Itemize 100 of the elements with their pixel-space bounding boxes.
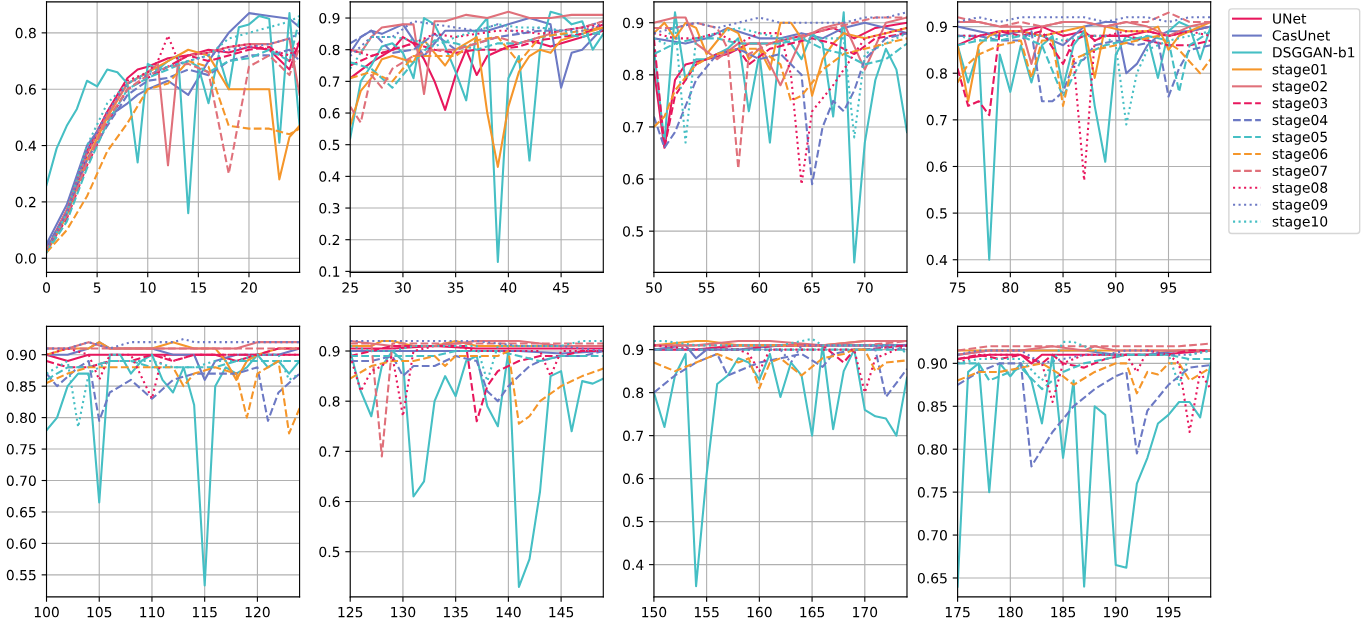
x-tick-label: 40 [500,282,517,293]
x-tick-label: 150 [642,606,667,618]
y-tick-label: 0.8 [319,44,340,56]
x-tick-label: 185 [1051,606,1076,618]
x-tick-label: 170 [853,606,878,618]
x-tick-label: 0 [43,282,51,293]
legend-label: stage09 [1272,199,1328,213]
y-tick-label: 0.9 [926,21,947,33]
y-tick-label: 0.0 [15,253,36,264]
y-tick-label: 0.65 [6,506,36,518]
y-tick-label: 0.5 [623,226,643,237]
x-tick-label: 135 [443,606,468,618]
x-tick-label: 165 [800,606,825,618]
x-tick-label: 5 [93,282,101,293]
y-tick-label: 0.6 [319,496,340,508]
x-tick-label: 145 [549,607,574,618]
x-tick-label: 175 [945,607,970,618]
y-tick-label: 0.70 [6,475,36,486]
x-tick-label: 160 [747,606,772,618]
y-tick-label: 0.1 [319,266,340,277]
y-tick-label: 0.4 [926,254,948,266]
x-tick-label: 30 [395,282,411,293]
legend-label: stage02 [1272,80,1327,95]
y-tick-label: 0.85 [6,381,36,392]
x-tick-label: 25 [342,282,358,293]
y-tick-label: 0.8 [15,27,36,39]
y-tick-label: 0.6 [623,473,644,485]
x-tick-label: 140 [496,606,521,618]
x-tick-label: 35 [447,282,464,293]
legend-label: stage04 [1272,114,1328,128]
y-tick-label: 0.2 [319,234,340,246]
y-tick-label: 0.6 [319,108,340,119]
y-tick-label: 0.3 [319,203,340,214]
y-tick-label: 0.8 [623,387,644,399]
y-tick-label: 0.8 [926,68,947,79]
legend-label: stage10 [1272,216,1328,230]
x-tick-label: 120 [245,606,270,618]
y-tick-label: 0.2 [15,196,36,208]
x-tick-label: 55 [698,282,715,293]
x-tick-label: 180 [998,606,1023,618]
legend-label: UNet [1273,13,1307,24]
x-tick-label: 195 [1156,606,1181,618]
x-tick-label: 85 [1055,282,1071,293]
y-tick-label: 0.7 [623,121,643,133]
x-tick-label: 80 [1002,282,1019,293]
x-tick-label: 95 [1160,282,1177,293]
x-tick-label: 155 [694,607,719,618]
x-tick-label: 75 [949,282,966,293]
y-tick-label: 0.60 [6,538,36,549]
legend-label: stage06 [1272,148,1328,162]
y-tick-label: 0.5 [319,546,340,558]
y-tick-label: 0.9 [319,345,340,357]
legend-label: CasUnet [1272,30,1330,41]
legend-label: stage07 [1272,165,1327,179]
y-tick-label: 0.9 [623,344,644,356]
y-tick-label: 0.4 [623,559,644,571]
x-tick-label: 45 [552,282,569,293]
legend-label: stage08 [1272,182,1328,196]
x-tick-label: 190 [1104,606,1129,618]
x-tick-label: 70 [857,282,873,293]
x-tick-label: 60 [751,282,768,293]
y-tick-label: 0.70 [917,530,947,541]
legend-label: stage01 [1272,63,1327,78]
y-tick-label: 0.5 [319,139,340,151]
y-tick-label: 0.85 [917,401,947,412]
legend-label: stage03 [1272,97,1328,111]
y-tick-label: 0.4 [15,140,37,152]
y-tick-label: 0.6 [623,174,644,185]
legend-label: DSGGAN-b1 [1273,46,1355,58]
x-tick-label: 115 [192,607,217,618]
x-tick-label: 90 [1107,282,1124,293]
y-tick-label: 0.90 [917,358,947,369]
y-tick-label: 0.75 [917,487,947,498]
x-tick-label: 65 [804,282,820,293]
x-tick-label: 15 [191,282,206,293]
y-tick-label: 0.5 [926,208,947,219]
y-tick-label: 0.8 [623,69,644,81]
x-tick-label: 125 [338,606,363,618]
y-tick-label: 0.6 [926,161,947,172]
y-tick-label: 0.90 [6,349,36,361]
x-tick-label: 20 [241,282,257,293]
y-tick-label: 0.75 [6,444,36,455]
x-tick-label: 105 [87,606,112,618]
x-tick-label: 50 [646,282,662,293]
y-tick-label: 0.4 [319,171,340,182]
x-tick-label: 10 [140,282,156,293]
y-tick-label: 0.7 [623,430,643,442]
x-tick-label: 100 [34,606,59,618]
y-tick-label: 0.5 [623,516,643,528]
y-tick-label: 0.7 [926,114,947,126]
y-tick-label: 0.6 [15,84,36,95]
x-tick-label: 130 [391,606,416,618]
y-tick-label: 0.8 [319,396,340,407]
y-tick-label: 0.9 [623,17,644,29]
y-tick-label: 0.7 [319,446,340,457]
y-tick-label: 0.55 [6,569,36,581]
y-tick-label: 0.7 [319,76,340,87]
y-tick-label: 0.9 [319,12,340,24]
legend-label: stage05 [1272,131,1327,145]
y-tick-label: 0.65 [917,572,947,584]
